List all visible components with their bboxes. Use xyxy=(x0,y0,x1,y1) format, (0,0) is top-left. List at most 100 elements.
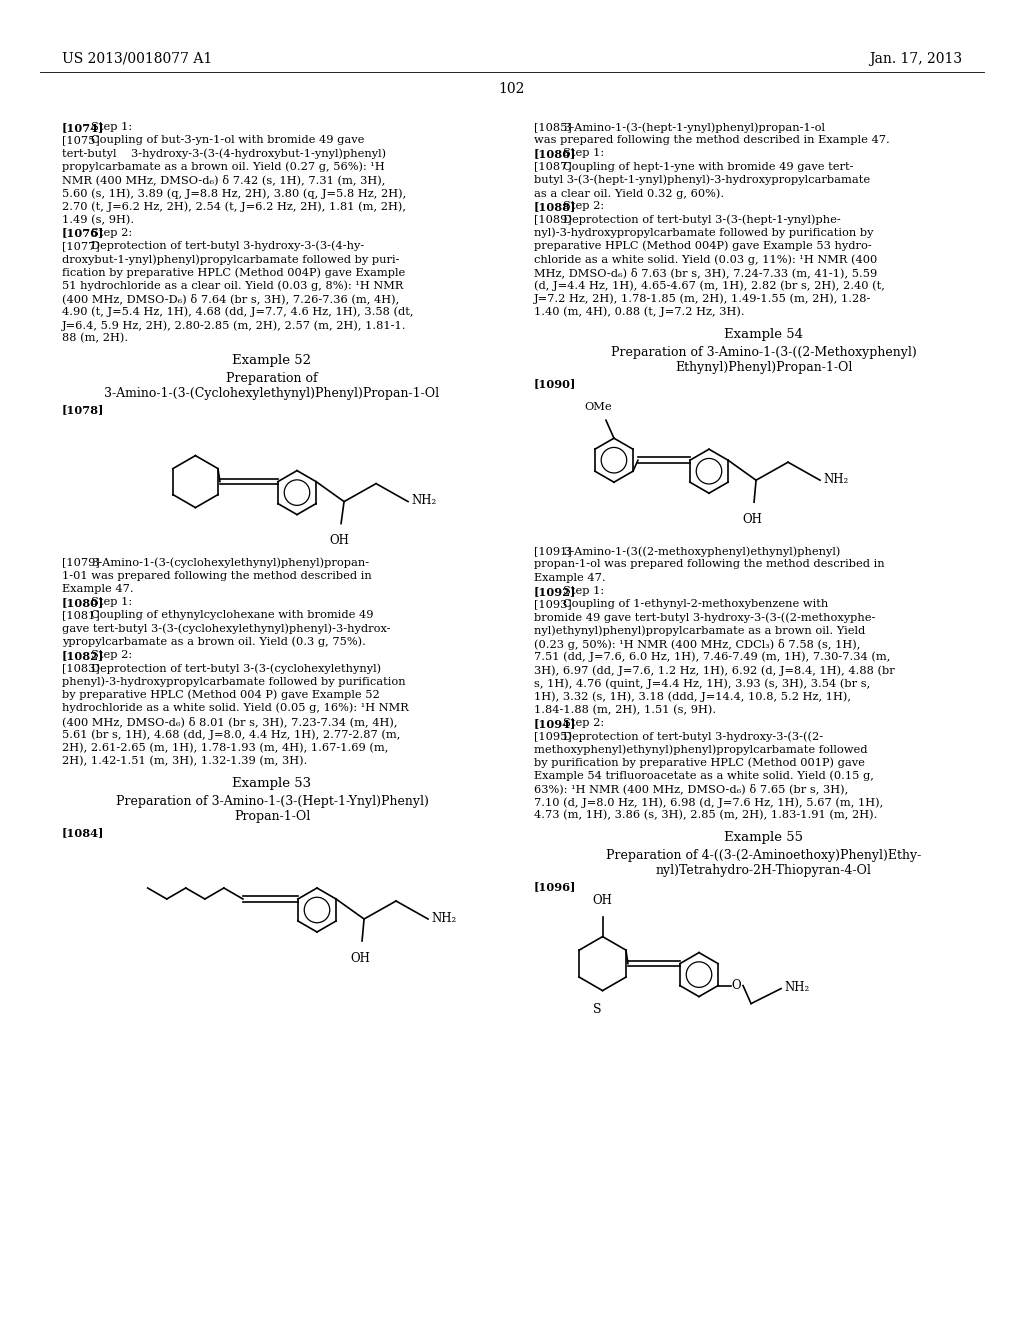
Text: hydrochloride as a white solid. Yield (0.05 g, 16%): ¹H NMR: hydrochloride as a white solid. Yield (0… xyxy=(62,702,409,713)
Text: [1083]: [1083] xyxy=(62,663,99,673)
Text: Step 2:: Step 2: xyxy=(563,718,604,727)
Text: 3-Amino-1-(3-(cyclohexylethynyl)phenyl)propan-: 3-Amino-1-(3-(cyclohexylethynyl)phenyl)p… xyxy=(91,557,369,568)
Text: droxybut-1-ynyl)phenyl)propylcarbamate followed by puri-: droxybut-1-ynyl)phenyl)propylcarbamate f… xyxy=(62,253,399,264)
Text: Step 1:: Step 1: xyxy=(91,121,132,132)
Text: Example 53: Example 53 xyxy=(232,776,311,789)
Text: Preparation of: Preparation of xyxy=(226,372,317,385)
Text: OH: OH xyxy=(350,952,370,965)
Text: 2H), 1.42-1.51 (m, 3H), 1.32-1.39 (m, 3H).: 2H), 1.42-1.51 (m, 3H), 1.32-1.39 (m, 3H… xyxy=(62,755,307,766)
Text: Preparation of 3-Amino-1-(3-(Hept-1-Ynyl)Phenyl): Preparation of 3-Amino-1-(3-(Hept-1-Ynyl… xyxy=(116,795,428,808)
Text: by preparative HPLC (Method 004 P) gave Example 52: by preparative HPLC (Method 004 P) gave … xyxy=(62,689,380,700)
Text: nyl)-3-hydroxypropylcarbamate followed by purification by: nyl)-3-hydroxypropylcarbamate followed b… xyxy=(534,227,873,238)
Text: OH: OH xyxy=(593,894,612,907)
Text: Step 2:: Step 2: xyxy=(91,649,132,660)
Text: [1084]: [1084] xyxy=(62,826,104,838)
Text: [1089]: [1089] xyxy=(534,214,571,224)
Text: US 2013/0018077 A1: US 2013/0018077 A1 xyxy=(62,51,212,66)
Text: Coupling of ethynylcyclohexane with bromide 49: Coupling of ethynylcyclohexane with brom… xyxy=(91,610,373,620)
Text: nyl)Tetrahydro-2H-Thiopyran-4-Ol: nyl)Tetrahydro-2H-Thiopyran-4-Ol xyxy=(656,865,872,878)
Text: 3-Amino-1-(3-(Cyclohexylethynyl)Phenyl)Propan-1-Ol: 3-Amino-1-(3-(Cyclohexylethynyl)Phenyl)P… xyxy=(104,387,439,400)
Text: OMe: OMe xyxy=(584,403,611,412)
Text: [1090]: [1090] xyxy=(534,378,577,389)
Text: NH₂: NH₂ xyxy=(823,473,848,486)
Text: 3-Amino-1-(3((2-methoxyphenyl)ethynyl)phenyl): 3-Amino-1-(3((2-methoxyphenyl)ethynyl)ph… xyxy=(563,546,840,557)
Text: 1-01 was prepared following the method described in: 1-01 was prepared following the method d… xyxy=(62,570,372,581)
Text: was prepared following the method described in Example 47.: was prepared following the method descri… xyxy=(534,135,890,145)
Text: Coupling of hept-1-yne with bromide 49 gave tert-: Coupling of hept-1-yne with bromide 49 g… xyxy=(563,161,853,172)
Text: Step 1:: Step 1: xyxy=(91,597,132,607)
Text: [1074]: [1074] xyxy=(62,121,104,133)
Text: Example 47.: Example 47. xyxy=(534,573,605,582)
Text: NMR (400 MHz, DMSO-d₆) δ 7.42 (s, 1H), 7.31 (m, 3H),: NMR (400 MHz, DMSO-d₆) δ 7.42 (s, 1H), 7… xyxy=(62,174,385,186)
Text: [1080]: [1080] xyxy=(62,597,104,609)
Text: Ethynyl)Phenyl)Propan-1-Ol: Ethynyl)Phenyl)Propan-1-Ol xyxy=(675,360,853,374)
Text: OH: OH xyxy=(329,533,349,546)
Text: 1.49 (s, 9H).: 1.49 (s, 9H). xyxy=(62,214,134,224)
Text: MHz, DMSO-d₆) δ 7.63 (br s, 3H), 7.24-7.33 (m, 41-1), 5.59: MHz, DMSO-d₆) δ 7.63 (br s, 3H), 7.24-7.… xyxy=(534,267,878,279)
Text: Example 52: Example 52 xyxy=(232,354,311,367)
Text: 2H), 2.61-2.65 (m, 1H), 1.78-1.93 (m, 4H), 1.67-1.69 (m,: 2H), 2.61-2.65 (m, 1H), 1.78-1.93 (m, 4H… xyxy=(62,742,388,752)
Text: [1082]: [1082] xyxy=(62,649,104,661)
Text: (400 MHz, DMSO-D₆) δ 7.64 (br s, 3H), 7.26-7.36 (m, 4H),: (400 MHz, DMSO-D₆) δ 7.64 (br s, 3H), 7.… xyxy=(62,293,399,305)
Text: 3H), 6.97 (dd, J=7.6, 1.2 Hz, 1H), 6.92 (d, J=8.4, 1H), 4.88 (br: 3H), 6.97 (dd, J=7.6, 1.2 Hz, 1H), 6.92 … xyxy=(534,665,895,676)
Text: Example 55: Example 55 xyxy=(725,832,804,845)
Text: J=7.2 Hz, 2H), 1.78-1.85 (m, 2H), 1.49-1.55 (m, 2H), 1.28-: J=7.2 Hz, 2H), 1.78-1.85 (m, 2H), 1.49-1… xyxy=(534,293,871,304)
Text: 1.40 (m, 4H), 0.88 (t, J=7.2 Hz, 3H).: 1.40 (m, 4H), 0.88 (t, J=7.2 Hz, 3H). xyxy=(534,306,744,317)
Text: phenyl)-3-hydroxypropylcarbamate followed by purification: phenyl)-3-hydroxypropylcarbamate followe… xyxy=(62,676,406,686)
Text: Jan. 17, 2013: Jan. 17, 2013 xyxy=(869,51,962,66)
Text: 7.51 (dd, J=7.6, 6.0 Hz, 1H), 7.46-7.49 (m, 1H), 7.30-7.34 (m,: 7.51 (dd, J=7.6, 6.0 Hz, 1H), 7.46-7.49 … xyxy=(534,652,891,663)
Text: Step 1:: Step 1: xyxy=(563,586,604,595)
Text: [1078]: [1078] xyxy=(62,404,104,416)
Text: Deprotection of tert-butyl 3-hydroxy-3-(3-(4-hy-: Deprotection of tert-butyl 3-hydroxy-3-(… xyxy=(91,240,364,251)
Text: as a clear oil. Yield 0.32 g, 60%).: as a clear oil. Yield 0.32 g, 60%). xyxy=(534,187,724,198)
Text: bromide 49 gave tert-butyl 3-hydroxy-3-(3-((2-methoxyphe-: bromide 49 gave tert-butyl 3-hydroxy-3-(… xyxy=(534,612,876,623)
Text: 5.61 (br s, 1H), 4.68 (dd, J=8.0, 4.4 Hz, 1H), 2.77-2.87 (m,: 5.61 (br s, 1H), 4.68 (dd, J=8.0, 4.4 Hz… xyxy=(62,729,400,739)
Text: [1079]: [1079] xyxy=(62,557,99,568)
Text: chloride as a white solid. Yield (0.03 g, 11%): ¹H NMR (400: chloride as a white solid. Yield (0.03 g… xyxy=(534,253,878,264)
Text: (0.23 g, 50%): ¹H NMR (400 MHz, CDCl₃) δ 7.58 (s, 1H),: (0.23 g, 50%): ¹H NMR (400 MHz, CDCl₃) δ… xyxy=(534,639,860,649)
Text: Preparation of 3-Amino-1-(3-((2-Methoxyphenyl): Preparation of 3-Amino-1-(3-((2-Methoxyp… xyxy=(611,346,916,359)
Text: methoxyphenyl)ethynyl)phenyl)propylcarbamate followed: methoxyphenyl)ethynyl)phenyl)propylcarba… xyxy=(534,744,867,755)
Text: 4.73 (m, 1H), 3.86 (s, 3H), 2.85 (m, 2H), 1.83-1.91 (m, 2H).: 4.73 (m, 1H), 3.86 (s, 3H), 2.85 (m, 2H)… xyxy=(534,810,878,821)
Text: fication by preparative HPLC (Method 004P) gave Example: fication by preparative HPLC (Method 004… xyxy=(62,267,406,277)
Text: Example 47.: Example 47. xyxy=(62,583,133,594)
Text: by purification by preparative HPLC (Method 001P) gave: by purification by preparative HPLC (Met… xyxy=(534,758,865,768)
Text: NH₂: NH₂ xyxy=(411,494,436,507)
Text: OH: OH xyxy=(742,513,762,527)
Text: 5.60 (s, 1H), 3.89 (q, J=8.8 Hz, 2H), 3.80 (q, J=5.8 Hz, 2H),: 5.60 (s, 1H), 3.89 (q, J=8.8 Hz, 2H), 3.… xyxy=(62,187,407,198)
Text: [1096]: [1096] xyxy=(534,882,577,892)
Text: tert-butyl    3-hydroxy-3-(3-(4-hydroxybut-1-ynyl)phenyl): tert-butyl 3-hydroxy-3-(3-(4-hydroxybut-… xyxy=(62,148,386,158)
Text: J=6.4, 5.9 Hz, 2H), 2.80-2.85 (m, 2H), 2.57 (m, 2H), 1.81-1.: J=6.4, 5.9 Hz, 2H), 2.80-2.85 (m, 2H), 2… xyxy=(62,319,407,330)
Text: Deprotection of tert-butyl 3-(3-(cyclohexylethynyl): Deprotection of tert-butyl 3-(3-(cyclohe… xyxy=(91,663,381,673)
Text: Deprotection of tert-butyl 3-(3-(hept-1-ynyl)phe-: Deprotection of tert-butyl 3-(3-(hept-1-… xyxy=(563,214,841,224)
Text: (400 MHz, DMSO-d₆) δ 8.01 (br s, 3H), 7.23-7.34 (m, 4H),: (400 MHz, DMSO-d₆) δ 8.01 (br s, 3H), 7.… xyxy=(62,715,397,727)
Text: [1085]: [1085] xyxy=(534,121,571,132)
Text: [1095]: [1095] xyxy=(534,731,571,741)
Text: butyl 3-(3-(hept-1-ynyl)phenyl)-3-hydroxypropylcarbamate: butyl 3-(3-(hept-1-ynyl)phenyl)-3-hydrox… xyxy=(534,174,870,185)
Text: 1H), 3.32 (s, 1H), 3.18 (ddd, J=14.4, 10.8, 5.2 Hz, 1H),: 1H), 3.32 (s, 1H), 3.18 (ddd, J=14.4, 10… xyxy=(534,692,851,702)
Text: Step 1:: Step 1: xyxy=(563,148,604,158)
Text: propylcarbamate as a brown oil. Yield (0.27 g, 56%): ¹H: propylcarbamate as a brown oil. Yield (0… xyxy=(62,161,385,172)
Text: 4.90 (t, J=5.4 Hz, 1H), 4.68 (dd, J=7.7, 4.6 Hz, 1H), 3.58 (dt,: 4.90 (t, J=5.4 Hz, 1H), 4.68 (dd, J=7.7,… xyxy=(62,306,414,317)
Text: Step 2:: Step 2: xyxy=(91,227,132,238)
Text: 63%): ¹H NMR (400 MHz, DMSO-d₆) δ 7.65 (br s, 3H),: 63%): ¹H NMR (400 MHz, DMSO-d₆) δ 7.65 (… xyxy=(534,784,848,795)
Text: (d, J=4.4 Hz, 1H), 4.65-4.67 (m, 1H), 2.82 (br s, 2H), 2.40 (t,: (d, J=4.4 Hz, 1H), 4.65-4.67 (m, 1H), 2.… xyxy=(534,280,885,290)
Text: propan-1-ol was prepared following the method described in: propan-1-ol was prepared following the m… xyxy=(534,560,885,569)
Text: [1086]: [1086] xyxy=(534,148,577,160)
Text: [1087]: [1087] xyxy=(534,161,571,172)
Text: Deprotection of tert-butyl 3-hydroxy-3-(3-((2-: Deprotection of tert-butyl 3-hydroxy-3-(… xyxy=(563,731,823,742)
Text: Coupling of but-3-yn-1-ol with bromide 49 gave: Coupling of but-3-yn-1-ol with bromide 4… xyxy=(91,135,365,145)
Text: NH₂: NH₂ xyxy=(784,981,809,994)
Text: 2.70 (t, J=6.2 Hz, 2H), 2.54 (t, J=6.2 Hz, 2H), 1.81 (m, 2H),: 2.70 (t, J=6.2 Hz, 2H), 2.54 (t, J=6.2 H… xyxy=(62,201,406,211)
Text: [1094]: [1094] xyxy=(534,718,577,729)
Text: nyl)ethynyl)phenyl)propylcarbamate as a brown oil. Yield: nyl)ethynyl)phenyl)propylcarbamate as a … xyxy=(534,626,865,636)
Text: s, 1H), 4.76 (quint, J=4.4 Hz, 1H), 3.93 (s, 3H), 3.54 (br s,: s, 1H), 4.76 (quint, J=4.4 Hz, 1H), 3.93… xyxy=(534,678,870,689)
Text: Example 54: Example 54 xyxy=(725,327,804,341)
Text: preparative HPLC (Method 004P) gave Example 53 hydro-: preparative HPLC (Method 004P) gave Exam… xyxy=(534,240,871,251)
Text: [1081]: [1081] xyxy=(62,610,99,620)
Text: 1.84-1.88 (m, 2H), 1.51 (s, 9H).: 1.84-1.88 (m, 2H), 1.51 (s, 9H). xyxy=(534,705,716,715)
Text: [1092]: [1092] xyxy=(534,586,577,597)
Text: [1088]: [1088] xyxy=(534,201,577,213)
Text: gave tert-butyl 3-(3-(cyclohexylethynyl)phenyl)-3-hydrox-: gave tert-butyl 3-(3-(cyclohexylethynyl)… xyxy=(62,623,390,634)
Text: Propan-1-Ol: Propan-1-Ol xyxy=(233,809,310,822)
